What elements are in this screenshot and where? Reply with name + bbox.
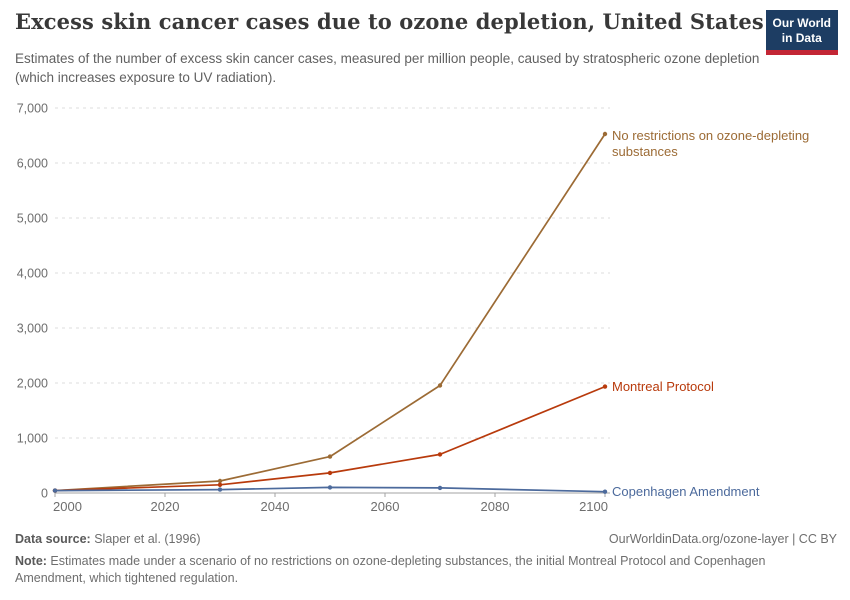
data-point-copenhagen-amendment-2050 [327, 485, 333, 490]
y-tick-label: 3,000 [17, 322, 48, 336]
data-source-label: Data source: [15, 532, 91, 546]
series-line-no-restrictions [54, 133, 606, 492]
attribution-link[interactable]: OurWorldinData.org/ozone-layer | CC BY [608, 532, 837, 546]
x-tick-label: 2040 [261, 499, 290, 514]
page-title: Excess skin cancer cases due to ozone de… [15, 9, 764, 34]
series-label-no-restrictions[interactable]: substances [612, 144, 678, 159]
data-point-no-restrictions-2030 [217, 478, 223, 484]
data-point-montreal-protocol-2070 [437, 452, 443, 457]
x-tick-label: 2080 [481, 499, 510, 514]
series-label-no-restrictions[interactable]: No restrictions on ozone-depleting [612, 128, 809, 143]
data-point-montreal-protocol-2030 [217, 482, 223, 487]
y-tick-label: 4,000 [17, 267, 48, 281]
owid-logo-line1: Our World [772, 16, 831, 30]
series-label-montreal-protocol[interactable]: Montreal Protocol [612, 379, 714, 394]
chart-note: Note: Estimates made under a scenario of… [15, 553, 823, 588]
y-tick-label: 2,000 [17, 377, 48, 391]
x-tick-label: 2000 [53, 499, 82, 514]
data-point-copenhagen-amendment-2000 [52, 488, 58, 493]
data-source: Data source: Slaper et al. (1996) [15, 531, 201, 549]
x-tick-label: 2060 [371, 499, 400, 514]
y-tick-label: 1,000 [17, 432, 48, 446]
data-point-no-restrictions-2100 [602, 131, 608, 137]
y-tick-label: 0 [41, 487, 48, 501]
owid-logo-line2: in Data [781, 31, 822, 45]
x-tick-label: 2100 [579, 499, 608, 514]
data-point-montreal-protocol-2050 [327, 470, 333, 476]
owid-logo[interactable]: Our World in Data [765, 10, 838, 55]
series-label-copenhagen-amendment[interactable]: Copenhagen Amendment [612, 484, 760, 499]
y-tick-label: 5,000 [17, 212, 48, 226]
data-point-copenhagen-amendment-2100 [602, 489, 608, 494]
line-chart: 0 1,000 2,000 3,000 4,000 5,000 6,000 7,000 2000… [17, 102, 810, 515]
data-point-montreal-protocol-2100 [602, 384, 608, 389]
y-tick-label: 6,000 [17, 157, 48, 171]
data-point-no-restrictions-2070 [437, 383, 443, 388]
data-point-no-restrictions-2050 [327, 454, 333, 459]
y-tick-label: 7,000 [17, 102, 48, 116]
note-label: Note: [15, 553, 47, 568]
data-point-copenhagen-amendment-2030 [217, 487, 223, 492]
chart-subtitle: Estimates of the number of excess skin c… [15, 51, 760, 85]
data-point-copenhagen-amendment-2070 [437, 485, 443, 491]
note-text: Estimates made under a scenario of no re… [15, 553, 766, 586]
x-tick-label: 2020 [151, 499, 180, 514]
data-source-value: Slaper et al. (1996) [90, 532, 201, 546]
chart-footer: Data source: Slaper et al. (1996) OurWor… [15, 531, 837, 588]
